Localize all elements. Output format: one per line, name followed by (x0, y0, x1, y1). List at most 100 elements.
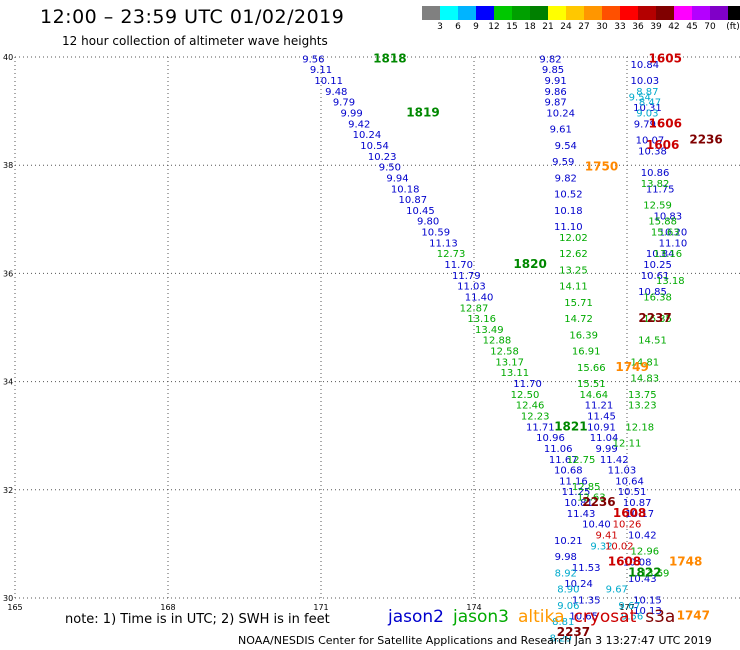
data-point-altika: 9.03 (636, 109, 658, 120)
data-point-jason2: 11.70 (513, 379, 542, 390)
time-label: 1608 (608, 555, 641, 569)
time-label: 2237 (638, 311, 671, 325)
colorbar-swatch (710, 6, 728, 20)
data-point-jason2: 10.11 (314, 76, 343, 87)
data-point-jason2: 9.59 (552, 157, 574, 168)
data-point-jason3: 13.49 (475, 325, 504, 336)
colorbar-label: 39 (650, 22, 662, 32)
colorbar-labels: 3 6 9 12 15 18 21 24 27 30 33 36 39 42 45 70 (ft) (422, 22, 740, 34)
data-point-jason2: 10.18 (554, 206, 583, 217)
data-point-jason3: 13.11 (500, 368, 529, 379)
data-point-jason2: 10.87 (398, 195, 427, 206)
data-point-jason2: 9.99 (340, 109, 362, 120)
colorbar-label: 70 (704, 22, 716, 32)
data-point-jason3: 15.71 (564, 298, 593, 309)
colorbar-swatch (476, 6, 494, 20)
data-point-jason3: 14.81 (631, 357, 660, 368)
data-point-jason2: 11.43 (567, 509, 596, 520)
data-point-jason3: 12.88 (483, 336, 512, 347)
colorbar-swatch (584, 6, 602, 20)
x-tick-label: 171 (313, 603, 328, 612)
data-point-jason2: 10.23 (368, 152, 397, 163)
data-point-jason2: 10.52 (554, 190, 583, 201)
colorbar-swatch (512, 6, 530, 20)
data-point-jason2: 9.79 (333, 98, 355, 109)
data-point-jason2: 11.42 (600, 455, 629, 466)
data-point-jason2: 9.80 (417, 217, 439, 228)
colorbar (422, 6, 740, 20)
data-point-jason2: 9.91 (544, 76, 566, 87)
data-point-jason3: 16.91 (572, 347, 601, 358)
data-point-jason2: 10.38 (638, 146, 667, 157)
data-point-jason3: 12.73 (437, 249, 466, 260)
data-point-jason3: 15.51 (577, 379, 606, 390)
data-point-jason2: 9.99 (595, 444, 617, 455)
legend-jason2: jason2 (388, 607, 444, 627)
data-point-altika: 8.90 (557, 585, 579, 596)
data-point-jason2: 10.59 (421, 228, 450, 239)
data-point-altika: 8.47 (639, 98, 661, 109)
y-tick-label: 38 (3, 161, 13, 170)
data-point-altika: 8.29 (550, 633, 572, 644)
data-point-jason2: 11.75 (646, 184, 675, 195)
data-point-jason3: 13.25 (559, 265, 588, 276)
data-point-jason3: 12.50 (511, 390, 540, 401)
data-point-jason3: 13.17 (495, 357, 524, 368)
page-title: 12:00 – 23:59 UTC 01/02/2019 (40, 6, 345, 28)
colorbar-swatch (422, 6, 440, 20)
colorbar-label: 3 (437, 22, 443, 32)
data-point-jason2: 11.21 (585, 401, 614, 412)
data-point-jason2: 9.11 (310, 65, 332, 76)
data-point-jason3: 12.23 (521, 411, 550, 422)
time-label: 1749 (615, 360, 648, 374)
colorbar-swatch (548, 6, 566, 20)
colorbar-swatch (692, 6, 710, 20)
data-point-jason3: 13.69 (641, 568, 670, 579)
colorbar-swatch (728, 6, 740, 20)
data-point-jason2: 10.64 (615, 476, 644, 487)
data-point-jason2: 10.81 (564, 498, 593, 509)
data-point-altika: 9.06 (557, 601, 579, 612)
footer-credit: NOAA/NESDIS Center for Satellite Applica… (238, 634, 712, 647)
data-point-altika: 9.67 (618, 601, 640, 612)
data-point-jason3: 13.18 (656, 276, 685, 287)
data-point-jason2: 10.40 (582, 520, 611, 531)
data-point-jason2: 10.51 (618, 487, 647, 498)
data-point-jason2: 9.86 (544, 87, 566, 98)
data-point-jason2: 10.87 (623, 498, 652, 509)
legend-cryosat: cryosat (573, 607, 637, 627)
data-point-jason2: 11.70 (444, 260, 473, 271)
data-point-jason2: 9.87 (544, 98, 566, 109)
data-point-jason2: 11.10 (554, 222, 583, 233)
data-point-jason2: 9.82 (555, 173, 577, 184)
legend-s3a: s3a (645, 607, 676, 627)
data-point-jason2: 10.07 (636, 136, 665, 147)
note-text: note: 1) Time is in UTC; 2) SWH is in fe… (65, 612, 330, 627)
page-subtitle: 12 hour collection of altimeter wave hei… (62, 34, 328, 48)
x-tick-label: 174 (466, 603, 481, 612)
data-point-jason2: 9.94 (386, 173, 408, 184)
time-label: 1818 (373, 51, 406, 65)
time-label: 1819 (406, 106, 439, 120)
data-point-jason3: 16.35 (643, 314, 672, 325)
data-point-jason3: 12.59 (643, 200, 672, 211)
data-point-jason2: 10.18 (391, 184, 420, 195)
y-tick-label: 34 (3, 378, 13, 387)
x-tick-label: 165 (7, 603, 22, 612)
data-point-jason3: 16.39 (569, 330, 598, 341)
colorbar-label: 9 (473, 22, 479, 32)
data-point-jason2: 10.84 (646, 249, 675, 260)
data-point-cryosat: 10.02 (605, 541, 634, 552)
time-label: 1606 (646, 138, 679, 152)
data-point-jason3: 12.63 (577, 493, 606, 504)
colorbar-label: 36 (632, 22, 644, 32)
colorbar-swatch (440, 6, 458, 20)
data-point-jason3: 12.11 (613, 439, 642, 450)
data-point-jason2: 11.06 (544, 444, 573, 455)
data-point-jason3: 13.82 (641, 179, 670, 190)
data-point-jason2: 10.43 (628, 574, 657, 585)
colorbar-label: 24 (560, 22, 572, 32)
data-point-jason2: 10.25 (643, 260, 672, 271)
time-label: 1820 (513, 257, 546, 271)
colorbar-label: 42 (668, 22, 680, 32)
